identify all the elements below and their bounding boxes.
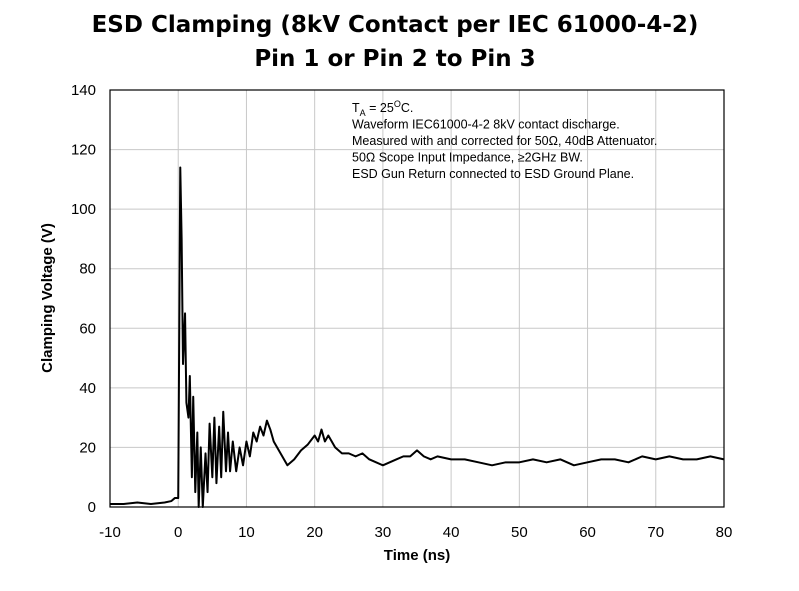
annotation: TA = 25OC. bbox=[352, 99, 413, 118]
y-tick-label: 140 bbox=[71, 82, 96, 99]
x-tick-label: -10 bbox=[99, 524, 121, 541]
y-tick-label: 60 bbox=[79, 320, 96, 337]
x-tick-label: 60 bbox=[579, 524, 596, 541]
y-axis-label: Clamping Voltage (V) bbox=[39, 223, 56, 373]
annotation: Measured with and corrected for 50Ω, 40d… bbox=[352, 134, 657, 148]
x-tick-label: 0 bbox=[174, 524, 182, 541]
annotation: ESD Gun Return connected to ESD Ground P… bbox=[352, 167, 634, 181]
annotation: 50Ω Scope Input Impedance, ≥2GHz BW. bbox=[352, 151, 583, 165]
x-tick-label: 50 bbox=[511, 524, 528, 541]
annotation: Waveform IEC61000-4-2 8kV contact discha… bbox=[352, 118, 620, 132]
chart-title: ESD Clamping (8kV Contact per IEC 61000-… bbox=[92, 12, 699, 38]
data-line bbox=[110, 166, 725, 508]
annotation-part: = 25 bbox=[366, 101, 394, 115]
annotation-part: A bbox=[360, 108, 366, 118]
y-tick-label: 80 bbox=[79, 261, 96, 278]
x-tick-label: 80 bbox=[716, 524, 733, 541]
y-tick-label: 120 bbox=[71, 142, 96, 159]
y-tick-label: 0 bbox=[88, 499, 96, 516]
plot-frame bbox=[109, 89, 725, 508]
x-tick-label: 70 bbox=[647, 524, 664, 541]
y-tick-label: 20 bbox=[79, 439, 96, 456]
x-tick-label: 40 bbox=[443, 524, 460, 541]
y-tick-label: 40 bbox=[79, 380, 96, 397]
x-axis-label: Time (ns) bbox=[384, 547, 450, 564]
annotation-part: C. bbox=[401, 101, 414, 115]
x-tick-label: 30 bbox=[375, 524, 392, 541]
annotation-part: O bbox=[394, 99, 401, 109]
y-tick-label: 100 bbox=[71, 201, 96, 218]
chart-subtitle: Pin 1 or Pin 2 to Pin 3 bbox=[254, 46, 535, 72]
annotation-part: T bbox=[352, 101, 360, 115]
x-tick-label: 10 bbox=[238, 524, 255, 541]
x-tick-label: 20 bbox=[306, 524, 323, 541]
